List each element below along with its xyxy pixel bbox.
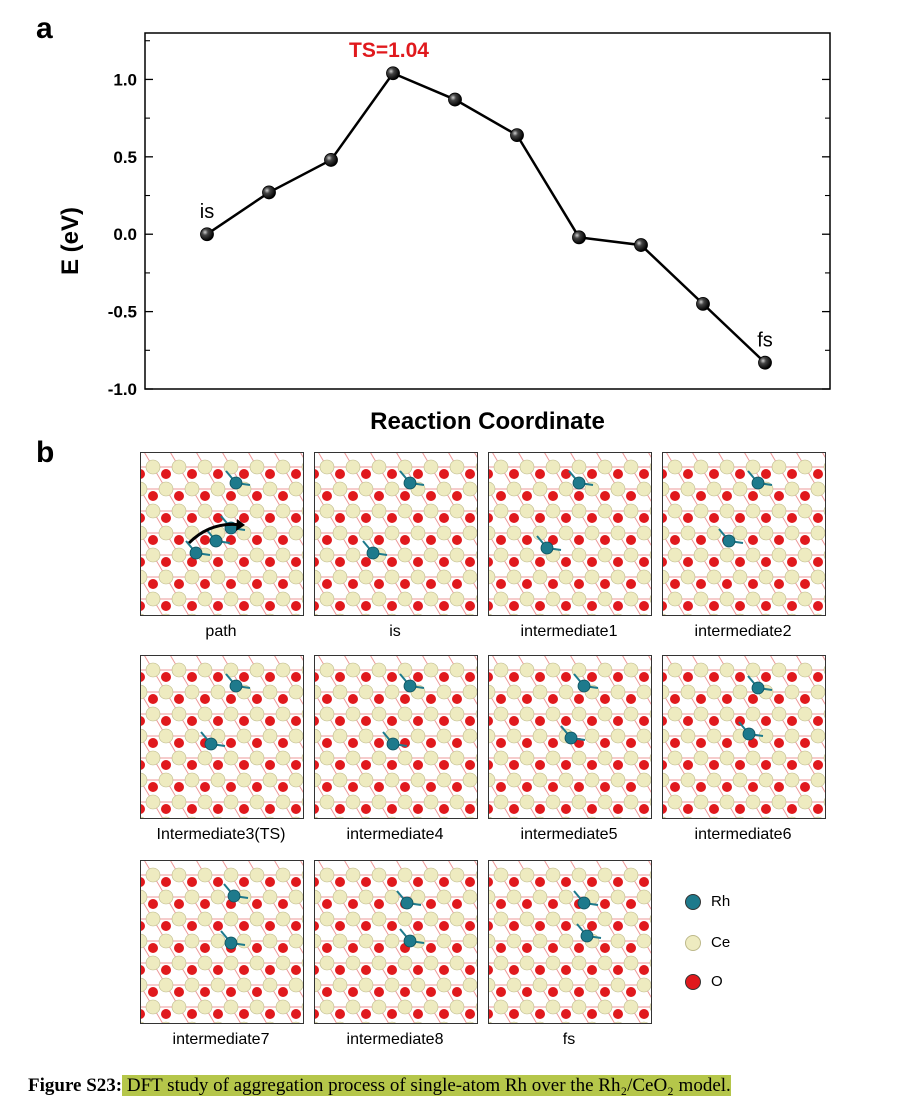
lattice-image <box>315 861 477 1023</box>
legend-item: Ce <box>685 934 730 951</box>
structure-label: intermediate5 <box>520 826 618 843</box>
structure-label: intermediate6 <box>694 826 792 843</box>
annotation-label: is <box>200 201 214 223</box>
structure-panel <box>140 452 304 616</box>
structure-label: fs <box>562 1031 576 1048</box>
legend-swatch <box>685 973 701 990</box>
annotation-label: TS=1.04 <box>349 39 429 62</box>
structure-panel <box>314 452 478 616</box>
lattice-image <box>663 453 825 615</box>
legend-label: Rh <box>711 893 731 910</box>
legend-item: Rh <box>685 893 730 910</box>
annotation-label: fs <box>757 330 773 352</box>
structure-label: path <box>205 623 237 640</box>
panel-b-label: b <box>36 436 55 469</box>
y-tick-label: 0.5 <box>113 148 137 167</box>
y-tick-label: -1.0 <box>108 380 137 399</box>
legend-swatch <box>685 934 701 951</box>
data-point <box>448 92 462 107</box>
data-point <box>200 227 214 242</box>
lattice-image <box>141 453 303 615</box>
data-point <box>696 296 710 311</box>
structure-label: intermediate8 <box>346 1031 444 1048</box>
figure-caption: Figure S23: DFT study of aggregation pro… <box>28 1075 731 1097</box>
data-point <box>262 185 276 200</box>
data-point <box>758 355 772 370</box>
structure-label: intermediate1 <box>520 623 618 640</box>
series-line <box>206 71 766 364</box>
plot-frame <box>144 32 831 390</box>
y-tick-label: 1.0 <box>113 70 137 89</box>
data-point <box>324 153 338 167</box>
structure-panel <box>488 860 652 1024</box>
x-axis-label: Reaction Coordinate <box>370 408 605 435</box>
structure-panel <box>488 655 652 819</box>
y-tick-label: 0.0 <box>113 225 137 244</box>
lattice-image <box>141 861 303 1023</box>
data-point <box>572 230 586 245</box>
y-axis: -1.0 -0.5 0.0 0.5 1.0 <box>108 40 830 399</box>
structure-label: Intermediate3(TS) <box>156 826 286 843</box>
legend-label: Ce <box>711 934 731 951</box>
data-point <box>386 66 400 81</box>
lattice-image <box>489 861 651 1023</box>
legend-item: O <box>685 973 723 990</box>
structure-label: is <box>389 623 401 640</box>
caption-text: DFT study of aggregation process of sing… <box>122 1075 731 1096</box>
structure-label: intermediate2 <box>694 623 792 640</box>
y-axis-label: E (eV) <box>57 207 84 275</box>
structure-label: intermediate4 <box>346 826 444 843</box>
energy-profile-chart: -1.0 -0.5 0.0 0.5 1.0 is TS=1.04 fs E (eV) <box>57 32 831 399</box>
legend-label: O <box>711 973 723 990</box>
structure-panel <box>140 860 304 1024</box>
data-point <box>634 238 648 252</box>
structure-label: intermediate7 <box>172 1031 270 1048</box>
structure-panel <box>140 655 304 819</box>
legend-swatch <box>685 893 701 910</box>
lattice-image <box>663 656 825 818</box>
lattice-image <box>315 656 477 818</box>
data-point <box>510 128 524 143</box>
structure-panel <box>662 655 826 819</box>
lattice-image <box>489 453 651 615</box>
energy-series <box>200 66 772 370</box>
structure-panel <box>314 655 478 819</box>
structure-panel <box>662 452 826 616</box>
lattice-image <box>489 656 651 818</box>
structure-panel <box>314 860 478 1024</box>
structure-panel <box>488 452 652 616</box>
caption-prefix: Figure S23: <box>28 1075 123 1096</box>
y-tick-label: -0.5 <box>108 303 137 322</box>
annotations: is TS=1.04 fs <box>200 39 773 351</box>
lattice-image <box>141 656 303 818</box>
panel-a-label: a <box>36 12 53 45</box>
lattice-image <box>315 453 477 615</box>
